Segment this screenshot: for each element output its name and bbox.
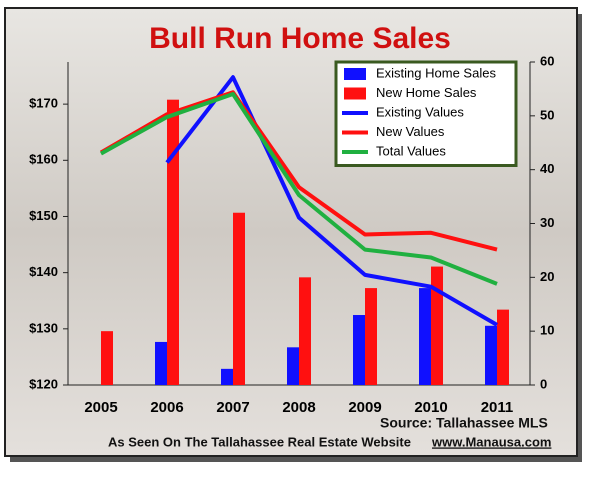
- y2-tick-label: 0: [540, 376, 547, 391]
- bar: [167, 99, 179, 385]
- website: www.Manausa.com: [431, 434, 551, 449]
- bar: [419, 288, 431, 385]
- x-tick-label: 2011: [481, 399, 514, 416]
- line: [99, 90, 498, 252]
- line: [165, 75, 499, 327]
- x-tick-label: 2005: [84, 399, 117, 416]
- bar: [155, 341, 167, 385]
- bar: [221, 368, 233, 385]
- y-tick-label: $140: [29, 264, 58, 279]
- x-tick-label: 2009: [348, 399, 381, 416]
- y-tick-label: $150: [29, 208, 58, 223]
- legend-label: New Values: [376, 124, 445, 139]
- x-tick-label: 2007: [216, 399, 249, 416]
- y2-tick-label: 50: [540, 107, 554, 122]
- bar: [497, 309, 509, 385]
- y2-tick-label: 20: [540, 269, 554, 284]
- y2-tick-label: 60: [540, 53, 554, 68]
- y2-tick-label: 30: [540, 215, 554, 230]
- y-tick-label: $120: [29, 376, 58, 391]
- bar: [101, 331, 113, 385]
- bar: [299, 277, 311, 385]
- bar: [485, 325, 497, 385]
- legend-label: Total Values: [376, 143, 446, 158]
- bar: [287, 347, 299, 385]
- bar: [431, 266, 443, 385]
- line: [100, 92, 498, 286]
- y-tick-label: $170: [29, 96, 58, 111]
- legend-label: Existing Home Sales: [376, 65, 496, 80]
- y-tick-label: $160: [29, 152, 58, 167]
- bar: [233, 212, 245, 385]
- x-tick-label: 2006: [150, 399, 183, 416]
- source: Source: Tallahassee MLS: [380, 415, 548, 431]
- legend-label: Existing Values: [376, 104, 464, 119]
- legend-swatch: [344, 68, 366, 80]
- y-tick-label: $130: [29, 320, 58, 335]
- legend-swatch: [344, 87, 366, 100]
- bar: [365, 288, 377, 385]
- chart-title: Bull Run Home Sales: [149, 22, 451, 55]
- bar: [353, 315, 365, 385]
- footer: As Seen On The Tallahassee Real Estate W…: [108, 434, 411, 449]
- legend-label: New Home Sales: [376, 85, 477, 100]
- x-tick-label: 2008: [282, 399, 315, 416]
- lines: [99, 75, 499, 327]
- y2-tick-label: 10: [540, 323, 554, 338]
- x-tick-label: 2010: [414, 399, 447, 416]
- y2-tick-label: 40: [540, 161, 554, 176]
